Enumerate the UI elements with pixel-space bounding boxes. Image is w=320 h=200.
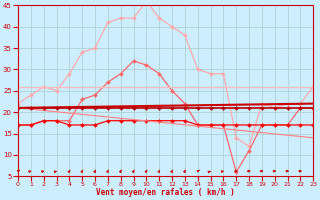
X-axis label: Vent moyen/en rafales ( km/h ): Vent moyen/en rafales ( km/h ) (96, 188, 235, 197)
